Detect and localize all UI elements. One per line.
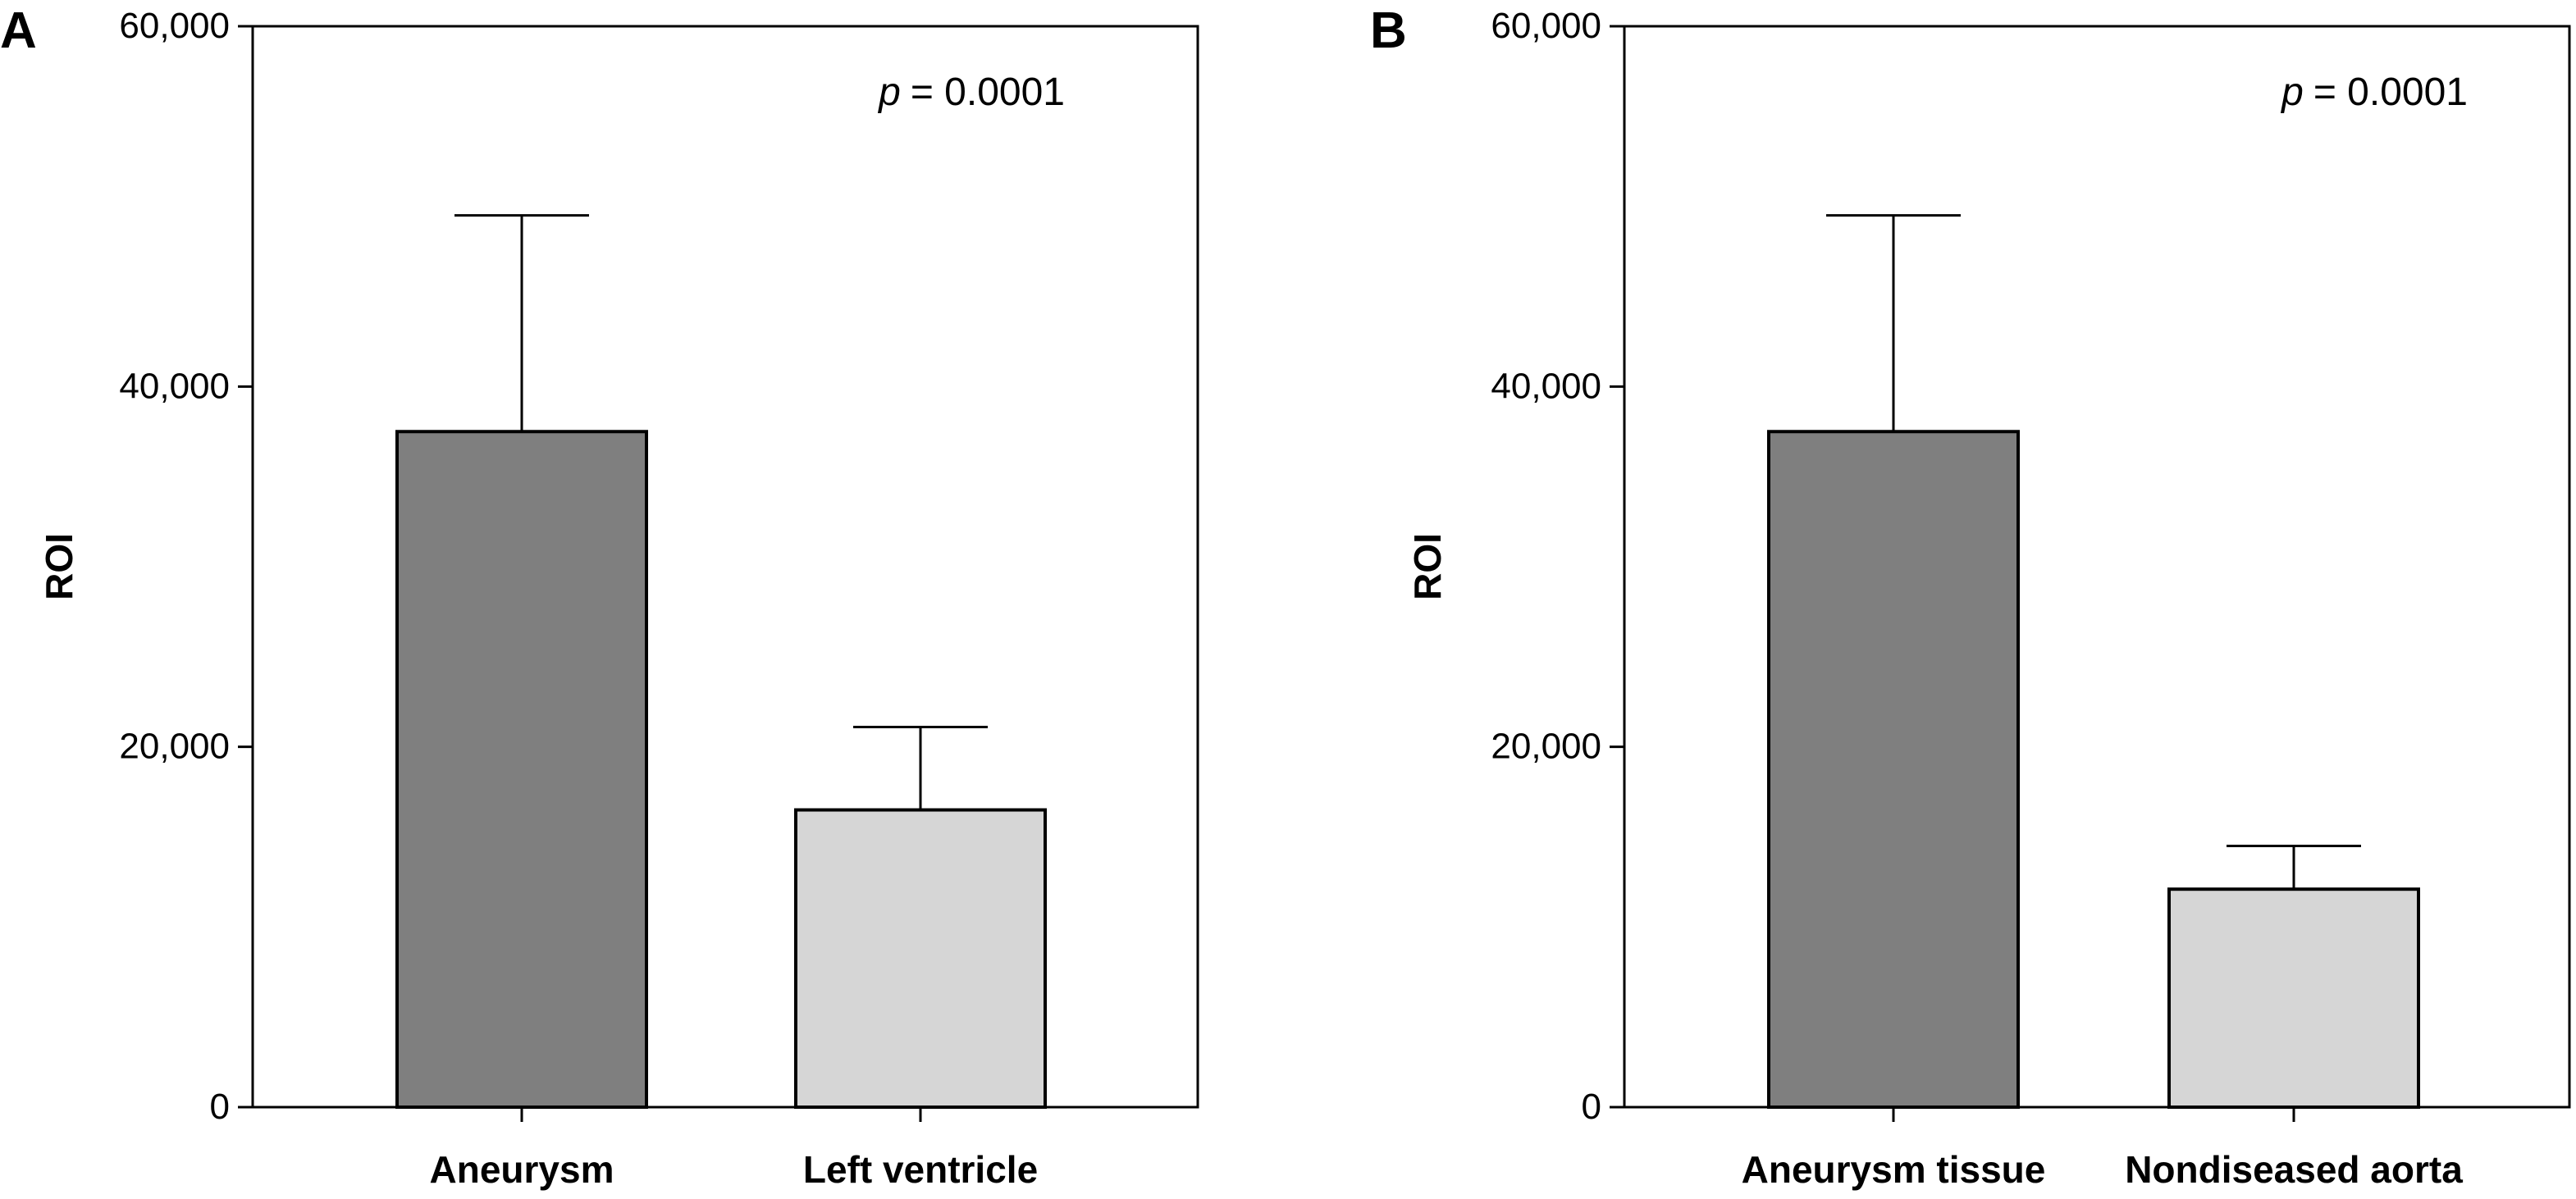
p-value-annotation: p = 0.0001 — [877, 71, 1065, 114]
y-tick-label: 60,000 — [1491, 6, 1601, 46]
panel-letter: B — [1370, 2, 1407, 59]
panel-letter: A — [0, 2, 37, 59]
panel-a: A 0 20,000 40,000 60,000 ROI Aneurysm Left vent… — [0, 2, 1199, 1191]
category-label: Left ventricle — [803, 1148, 1038, 1191]
y-axis-title: ROI — [38, 533, 80, 600]
y-tick-label: 60,000 — [119, 6, 230, 46]
y-tick-label: 40,000 — [119, 366, 230, 406]
category-label: Aneurysm — [430, 1148, 614, 1191]
bar — [395, 430, 648, 1109]
y-tick-label: 20,000 — [119, 727, 230, 767]
category-label: Nondiseased aorta — [2125, 1148, 2463, 1191]
plot-frame — [1623, 25, 2571, 1109]
category-label: Aneurysm tissue — [1742, 1148, 2046, 1191]
y-axis-title: ROI — [1406, 533, 1449, 600]
y-tick-label: 20,000 — [1491, 727, 1601, 767]
plot-frame — [251, 25, 1199, 1109]
bar — [794, 808, 1047, 1109]
y-tick-label: 40,000 — [1491, 366, 1601, 406]
y-tick-label: 0 — [1582, 1087, 1601, 1127]
panel-b: B 0 20,000 40,000 60,000 ROI Aneurysm tissue No… — [1370, 2, 2571, 1191]
y-tick-label: 0 — [210, 1087, 230, 1127]
p-value-annotation: p = 0.0001 — [2280, 71, 2468, 114]
bar — [2167, 887, 2420, 1110]
bar — [1767, 430, 2020, 1109]
